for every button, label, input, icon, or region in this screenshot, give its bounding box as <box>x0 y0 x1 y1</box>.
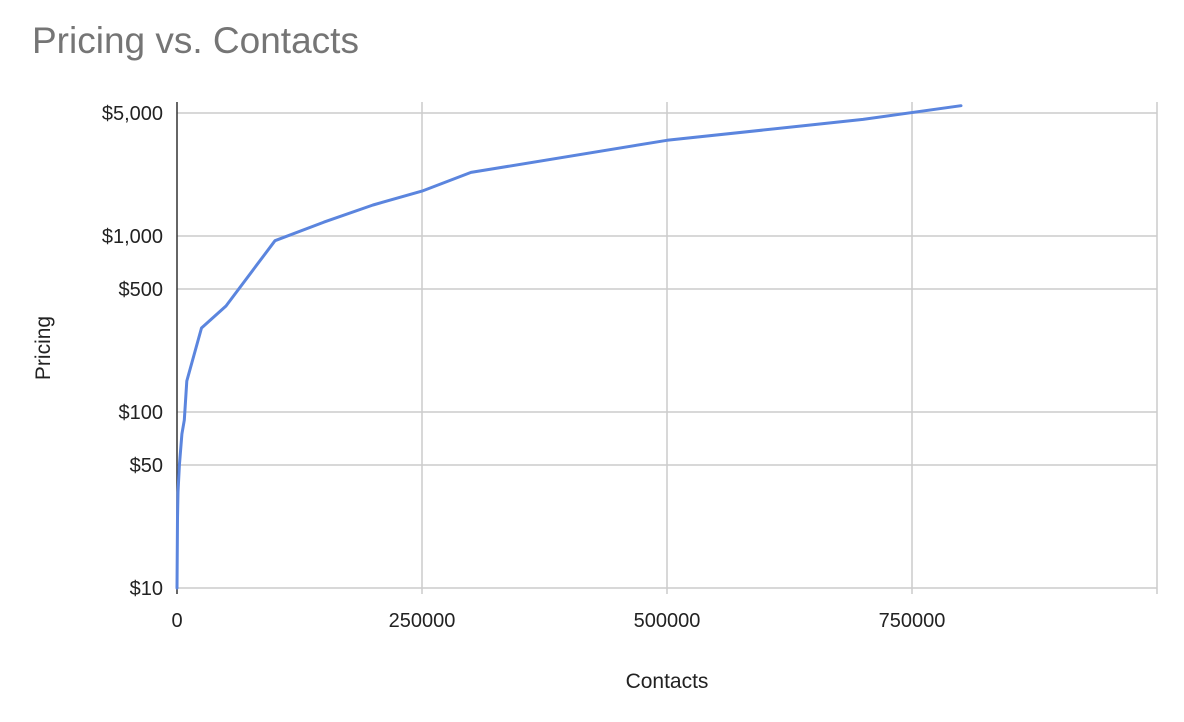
chart-title: Pricing vs. Contacts <box>32 20 359 61</box>
y-tick-label: $1,000 <box>102 226 163 248</box>
y-axis-title: Pricing <box>32 316 55 380</box>
y-tick-label: $100 <box>119 402 164 424</box>
y-tick-label: $10 <box>130 578 163 600</box>
series-line <box>175 104 963 590</box>
series-group <box>175 104 963 590</box>
x-tick-label: 0 <box>171 610 182 632</box>
y-tick-label: $50 <box>130 455 163 477</box>
tick-labels: $10 $50 $100 $500 $1,000 $5,000 0 250000 500000 7… <box>102 103 946 632</box>
x-tick-label: 750000 <box>879 610 946 632</box>
y-tick-label: $5,000 <box>102 103 163 125</box>
x-axis-title: Contacts <box>626 670 709 693</box>
x-tick-label: 500000 <box>634 610 701 632</box>
y-tick-label: $500 <box>119 279 164 301</box>
grid-lines <box>177 102 1158 594</box>
x-tick-label: 250000 <box>389 610 456 632</box>
